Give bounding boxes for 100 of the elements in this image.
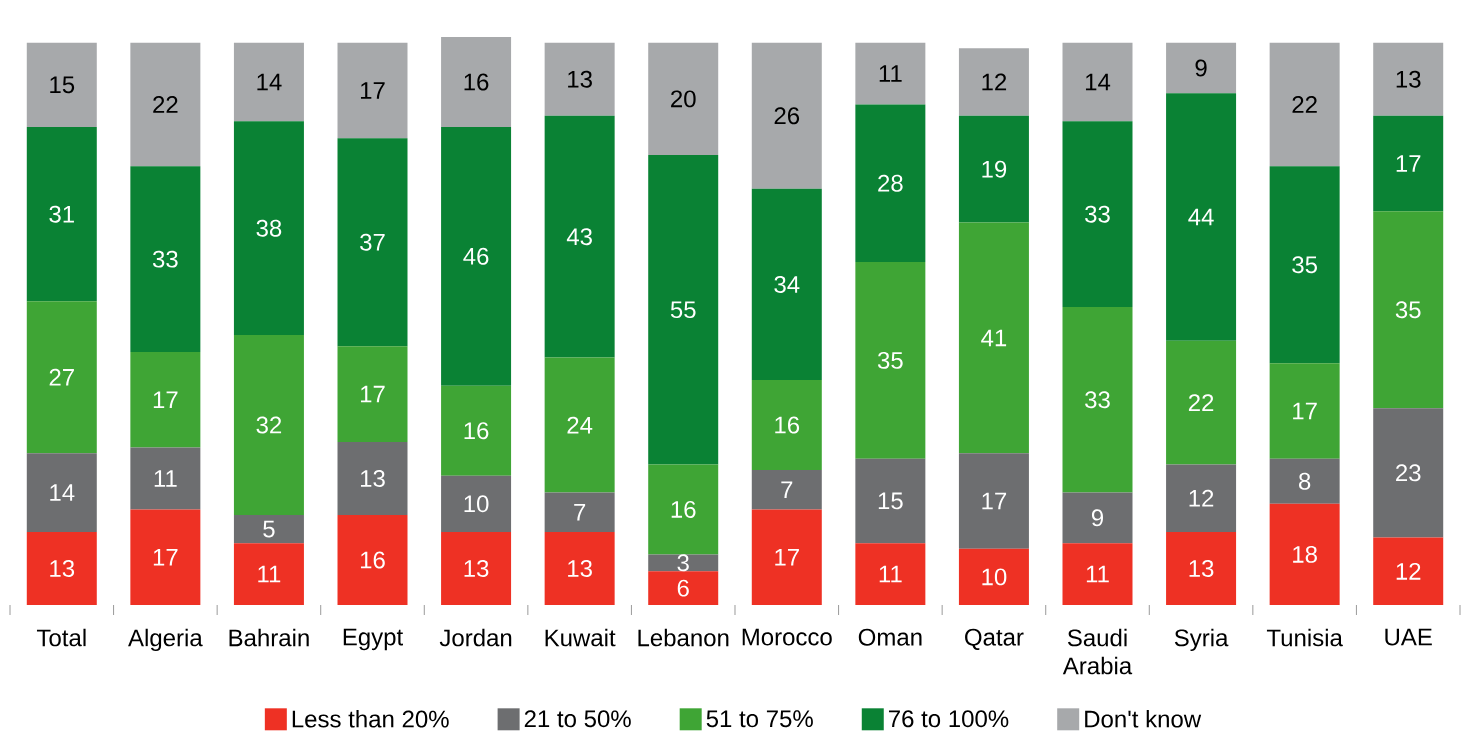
bar <box>958 548 1029 605</box>
data-label: 26 <box>774 107 800 125</box>
bar <box>1062 492 1133 544</box>
bar <box>1062 121 1133 307</box>
data-label: 13 <box>1189 559 1214 577</box>
data-label: 16 <box>671 500 696 518</box>
data-label: 33 <box>1085 391 1110 409</box>
data-label: 14 <box>1085 73 1111 91</box>
data-label: 22 <box>1292 96 1317 113</box>
data-label: 24 <box>567 416 593 434</box>
data-label: 15 <box>50 76 75 94</box>
data-label: 11 <box>1086 565 1109 583</box>
bar <box>855 261 926 459</box>
data-label: 9 <box>1091 509 1104 527</box>
data-label: 16 <box>464 73 489 91</box>
bar <box>1373 408 1444 538</box>
bar <box>441 531 512 605</box>
data-label: 9 <box>1195 59 1207 77</box>
bar <box>441 385 512 476</box>
data-label: 11 <box>879 65 902 82</box>
data-label: 22 <box>1188 394 1214 411</box>
bar <box>26 42 97 127</box>
data-label: 17 <box>1396 155 1421 172</box>
data-label: 17 <box>153 391 178 408</box>
bar <box>544 531 615 605</box>
data-label: 13 <box>568 559 592 577</box>
data-label: 18 <box>1293 545 1317 563</box>
data-label: 17 <box>153 548 178 566</box>
bar <box>1373 115 1444 212</box>
bar <box>1373 537 1444 605</box>
bar <box>233 543 304 605</box>
data-label: 3 <box>677 554 689 572</box>
bar <box>233 42 304 122</box>
bar <box>130 42 201 167</box>
bar <box>337 138 408 347</box>
data-label: 55 <box>670 301 696 319</box>
bar <box>1373 211 1444 409</box>
bar <box>1269 42 1340 167</box>
bar <box>441 126 512 386</box>
data-label: 27 <box>49 368 74 386</box>
data-label: 7 <box>781 481 793 498</box>
bar <box>648 554 719 572</box>
x-tick-label: Tunisia <box>1266 628 1343 647</box>
data-label: 33 <box>152 250 178 268</box>
x-tick-label: Total <box>36 628 86 647</box>
data-label: 14 <box>50 484 75 501</box>
bar <box>1269 363 1340 459</box>
bar <box>233 515 304 544</box>
bar <box>1269 166 1340 364</box>
data-label: 13 <box>50 559 75 577</box>
data-label: 19 <box>982 160 1007 178</box>
bar <box>751 470 822 510</box>
data-label: 11 <box>154 470 177 487</box>
data-label: 6 <box>677 579 689 597</box>
data-label: 10 <box>982 568 1007 586</box>
data-label: 34 <box>774 275 800 293</box>
bar <box>1269 458 1340 504</box>
data-label: 28 <box>878 174 903 192</box>
data-label: 16 <box>775 416 800 434</box>
bar <box>544 42 615 116</box>
data-label: 32 <box>256 416 282 434</box>
x-tick-label: Kuwait <box>545 628 616 647</box>
data-label: 33 <box>1085 205 1110 223</box>
x-tick-label: Jordan <box>439 628 512 647</box>
bar <box>26 301 97 454</box>
bar <box>1166 42 1237 94</box>
legend-label: Don't know <box>1085 709 1202 728</box>
bar <box>233 335 304 516</box>
bar <box>958 115 1029 223</box>
data-label: 44 <box>1188 208 1214 226</box>
bar <box>751 380 822 471</box>
data-label: 13 <box>1396 70 1421 88</box>
bar <box>26 453 97 532</box>
data-label: 13 <box>568 70 592 88</box>
data-label: 10 <box>464 495 489 513</box>
bar <box>751 188 822 381</box>
bar <box>233 121 304 336</box>
data-label: 31 <box>49 205 74 223</box>
data-label: 41 <box>981 329 1007 347</box>
bar <box>1166 93 1237 341</box>
bar <box>130 166 201 352</box>
bar <box>1269 503 1340 605</box>
data-label: 15 <box>878 492 903 510</box>
x-tick-label: UAE <box>1385 628 1432 646</box>
data-label: 12 <box>982 73 1007 91</box>
bar <box>648 464 719 555</box>
bar <box>855 543 926 605</box>
data-label: 16 <box>360 551 385 569</box>
x-tick-label: Oman <box>858 628 922 646</box>
x-tick-label: Bahrain <box>229 628 309 647</box>
bar <box>855 458 926 544</box>
bar <box>441 37 512 127</box>
data-label: 12 <box>1189 489 1214 507</box>
bar <box>337 42 408 139</box>
bar <box>26 126 97 302</box>
bar <box>337 515 408 605</box>
bar <box>1166 464 1237 532</box>
bar <box>855 104 926 262</box>
bar <box>544 115 615 358</box>
bar <box>751 509 822 605</box>
